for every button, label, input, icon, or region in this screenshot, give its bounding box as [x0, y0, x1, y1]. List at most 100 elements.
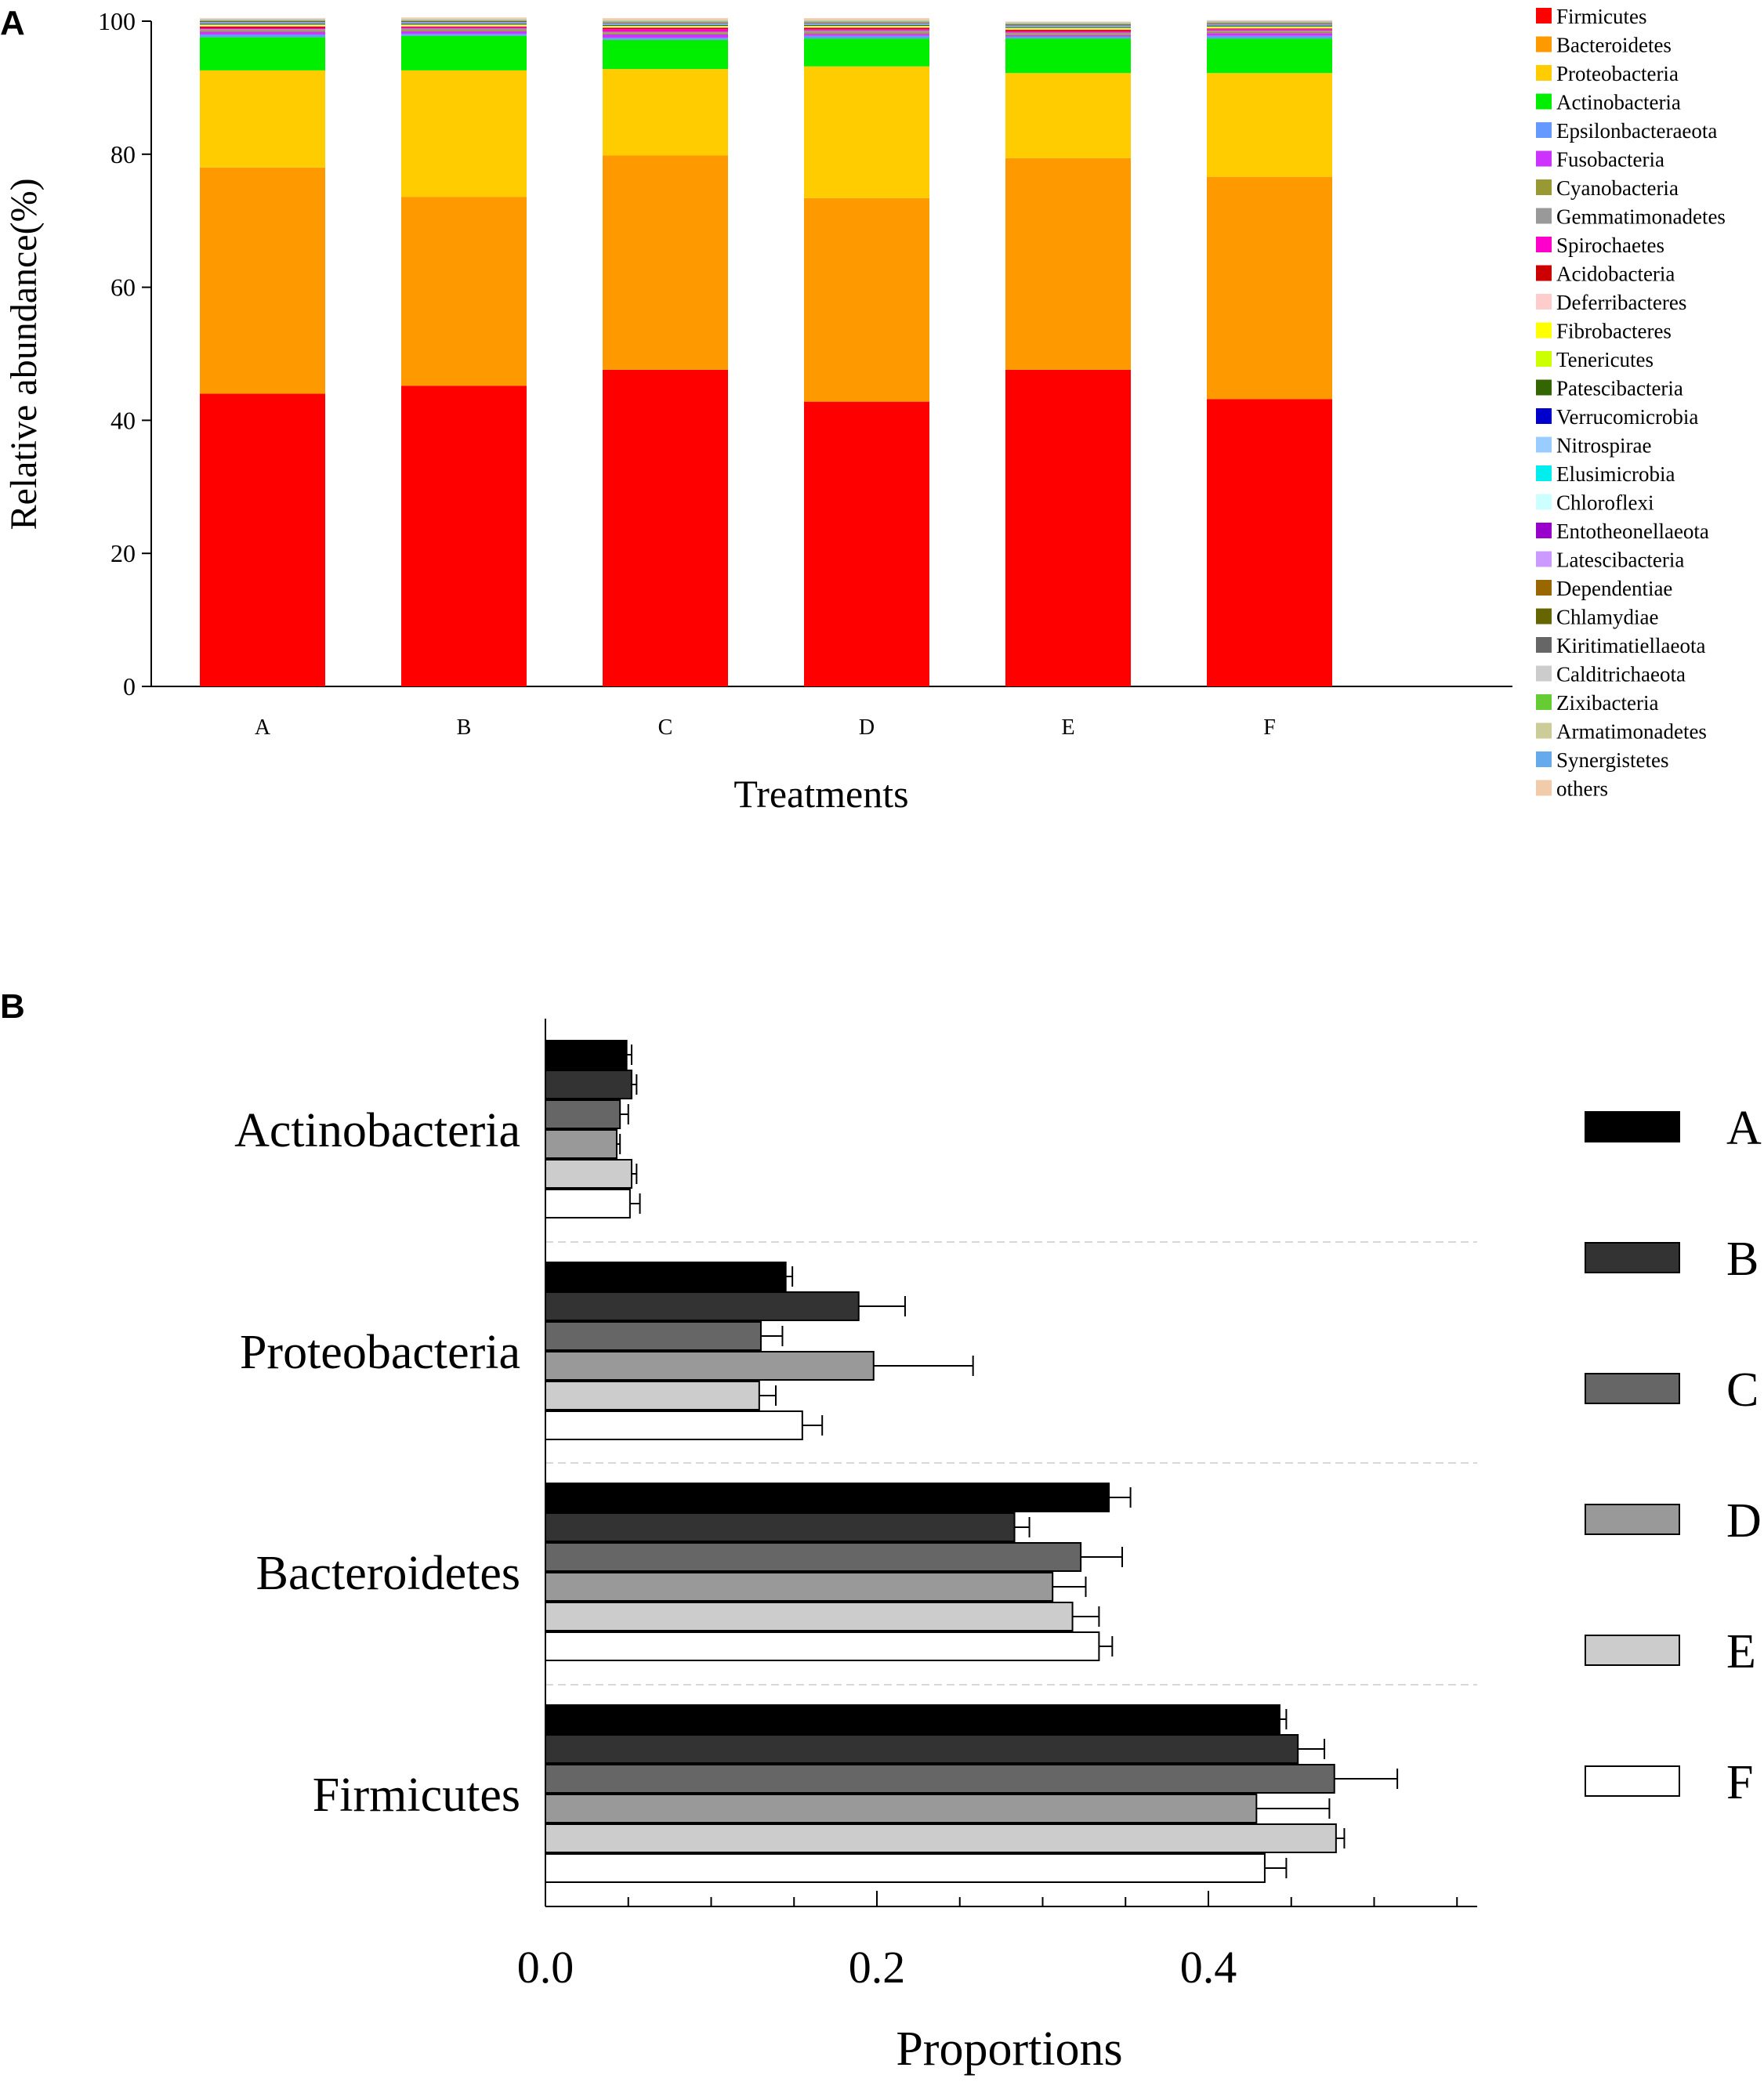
- legend-swatch-verrucomicrobia: [1536, 408, 1552, 424]
- bar-segment-actinobacteria: [401, 35, 527, 71]
- bar-actinobacteria-c: [545, 1099, 621, 1129]
- y-tick-label: 60: [110, 273, 136, 302]
- bar-segment-chlamydiae: [401, 21, 527, 22]
- bar-segment-verrucomicrobia: [1207, 25, 1332, 27]
- legend-label: Nitrospirae: [1556, 434, 1651, 458]
- bar-segment-cyanobacteria: [804, 32, 929, 34]
- bar-segment-elusimicrobia: [804, 24, 929, 25]
- legend-label: Verrucomicrobia: [1556, 405, 1698, 429]
- bar-segment-actinobacteria: [603, 39, 728, 70]
- bar-segment-proteobacteria: [1005, 73, 1131, 158]
- legend-label: C: [1726, 1363, 1759, 1417]
- bar-segment-patescibacteria: [603, 25, 728, 26]
- bar-bacteroidetes-b: [545, 1512, 1016, 1542]
- bar-segment-deferribacteres: [401, 25, 527, 27]
- bar-segment-nitrospirae: [1207, 25, 1332, 26]
- legend-label: Cyanobacteria: [1556, 176, 1679, 200]
- bar-segment-fusobacteria: [200, 31, 325, 34]
- bar-segment-chlamydiae: [1005, 24, 1131, 25]
- bar-segment-bacteroidetes: [1207, 176, 1332, 400]
- bar-segment-cyanobacteria: [1207, 31, 1332, 34]
- bar-segment-gemmatimonadetes: [1207, 30, 1332, 32]
- legend-label: F: [1726, 1756, 1753, 1809]
- bar-segment-tenericutes: [804, 25, 929, 27]
- bar-segment-dependentiae: [603, 23, 728, 24]
- bar-segment-spirochaetes: [1005, 31, 1131, 33]
- bar-segment-acidobacteria: [603, 27, 728, 30]
- legend-swatch-proteobacteria: [1536, 65, 1552, 81]
- y-axis-title: Relative abundance(%): [3, 178, 45, 530]
- legend-label: Deferribacteres: [1556, 291, 1686, 314]
- legend-swatch-synergistetes: [1536, 751, 1552, 767]
- bar-segment-synergistetes: [1207, 21, 1332, 23]
- bar-segment-elusimicrobia: [1005, 26, 1131, 27]
- bar-segment-synergistetes: [1005, 23, 1131, 24]
- bar-bacteroidetes-d: [545, 1572, 1054, 1602]
- bar-segment-verrucomicrobia: [804, 24, 929, 26]
- bar-segment-zixibacteria: [1207, 22, 1332, 23]
- bar-segment-patescibacteria: [1005, 27, 1131, 28]
- category-label: Actinobacteria: [234, 1104, 520, 1157]
- proportions-bar-chart: Actinobacteria Proteobacteria Bacteroidete…: [234, 1019, 1762, 2076]
- bar-segment-fibrobacteres: [1005, 28, 1131, 30]
- stacked-bar-chart: 0 20 40 60 80 100 A B C D E F Treatments Relative abu…: [3, 5, 1726, 816]
- bar-actinobacteria-d: [545, 1129, 618, 1159]
- y-tick-label: 40: [110, 406, 136, 434]
- bar-segment-synergistetes: [603, 20, 728, 22]
- bar-segment-chloroflexi: [1005, 25, 1131, 27]
- legend-label: Bacteroidetes: [1556, 34, 1672, 57]
- bar-segment-armatimonadetes: [1207, 21, 1332, 23]
- legend-swatch-c: [1585, 1373, 1680, 1404]
- legend-swatch-firmicutes: [1536, 8, 1552, 24]
- bar-segment-kiritimatiellaeota: [1207, 23, 1332, 24]
- legend-label: Chlamydiae: [1556, 606, 1658, 629]
- bar-segment-nitrospirae: [603, 24, 728, 25]
- legend-swatch-fusobacteria: [1536, 150, 1552, 167]
- bar-firmicutes-c: [545, 1764, 1335, 1794]
- bar-proteobacteria-d: [545, 1351, 875, 1381]
- bar-segment-elusimicrobia: [401, 23, 527, 24]
- bar-segment-epsilonbacteraeota: [1005, 36, 1131, 39]
- bar-segment-others: [1207, 20, 1332, 22]
- bar-segment-nitrospirae: [804, 24, 929, 25]
- legend-label: Calditrichaeota: [1556, 663, 1686, 686]
- legend-swatch-nitrospirae: [1536, 436, 1552, 453]
- bar-proteobacteria-a: [545, 1262, 787, 1291]
- bar-segment-fusobacteria: [804, 34, 929, 36]
- bar-segment-elusimicrobia: [1207, 24, 1332, 26]
- bar-segment-spirochaetes: [603, 29, 728, 32]
- bar-segment-acidobacteria: [1207, 28, 1332, 30]
- bar-segment-proteobacteria: [401, 70, 527, 197]
- bar-segment-chlamydiae: [603, 22, 728, 24]
- legend-swatch-calditrichaeota: [1536, 665, 1552, 682]
- category-label: Proteobacteria: [240, 1326, 520, 1379]
- bar-segment-gemmatimonadetes: [401, 28, 527, 31]
- legend-swatch-gemmatimonadetes: [1536, 208, 1552, 224]
- bar-proteobacteria-e: [545, 1381, 760, 1410]
- legend: A B C D E F: [1585, 1102, 1762, 1809]
- bar-segment-firmicutes: [804, 401, 929, 686]
- bar-segment-gemmatimonadetes: [1005, 32, 1131, 34]
- bar-segment-deferribacteres: [200, 25, 325, 27]
- legend-label: Latescibacteria: [1556, 549, 1684, 572]
- legend-swatch-elusimicrobia: [1536, 465, 1552, 481]
- bar-segment-fusobacteria: [603, 34, 728, 38]
- legend-label: Epsilonbacteraeota: [1556, 119, 1717, 143]
- bar-segment-calditrichaeota: [603, 21, 728, 23]
- bar-segment-elusimicrobia: [200, 23, 325, 24]
- legend-label: E: [1726, 1625, 1756, 1678]
- bar-segment-patescibacteria: [1207, 25, 1332, 27]
- legend-label: Kiritimatiellaeota: [1556, 634, 1705, 657]
- x-tick-label: E: [1061, 715, 1074, 740]
- bar-proteobacteria-f: [545, 1410, 803, 1440]
- x-tick-label: 0.2: [849, 1942, 906, 1993]
- bar-segment-bacteroidetes: [401, 197, 527, 386]
- bar-segment-others: [804, 18, 929, 21]
- legend-swatch-entotheonellaeota: [1536, 523, 1552, 538]
- bar-segment-chlamydiae: [200, 21, 325, 22]
- bar-segment-entotheonellaeota: [401, 22, 527, 23]
- legend-swatch-latescibacteria: [1536, 551, 1552, 567]
- bar-segment-gemmatimonadetes: [603, 31, 728, 34]
- bar-segment-zixibacteria: [401, 20, 527, 21]
- legend-label: Fusobacteria: [1556, 148, 1664, 172]
